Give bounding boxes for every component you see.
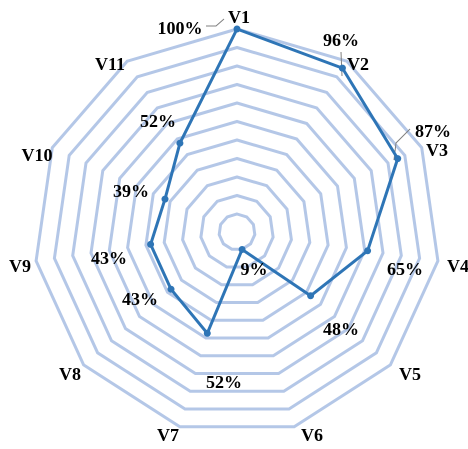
- data-point-v3: [394, 155, 402, 163]
- grid-ring-10: [199, 193, 275, 269]
- grid-ring-9: [181, 175, 293, 287]
- data-label-v2: 96%: [323, 30, 359, 50]
- data-label-v6: 9%: [241, 259, 268, 279]
- data-point-v2: [338, 64, 346, 72]
- data-point-v4: [364, 247, 372, 255]
- axis-label-v5: V5: [399, 364, 421, 384]
- data-label-v11: 52%: [140, 111, 176, 131]
- grid-ring-11: [217, 212, 257, 251]
- data-label-v4: 65%: [387, 259, 423, 279]
- data-label-v1: 100%: [158, 18, 203, 38]
- data-label-v5: 48%: [323, 319, 359, 339]
- data-point-v7: [203, 329, 211, 337]
- radar-grid: [34, 27, 440, 429]
- grid-ring-2: [52, 45, 422, 411]
- series-line: [149, 27, 400, 335]
- data-point-v8: [167, 285, 175, 293]
- grid-ring-5: [107, 101, 367, 358]
- data-point-v6: [238, 246, 246, 253]
- grid-ring-3: [71, 64, 403, 393]
- grid-ring-6: [126, 119, 348, 340]
- data-point-v10: [161, 195, 169, 203]
- axis-label-v4: V4: [447, 256, 468, 276]
- data-point-v1: [233, 25, 241, 33]
- data-label-v3: 87%: [415, 121, 451, 141]
- axis-label-v11: V11: [95, 54, 125, 74]
- leader-line-v2: [340, 51, 343, 77]
- axis-label-v1: V1: [228, 7, 250, 27]
- grid-ring-4: [89, 82, 385, 375]
- data-series: [147, 25, 402, 337]
- grid-ring-7: [144, 138, 330, 322]
- data-point-v5: [307, 292, 315, 300]
- grid-ring-1: [34, 27, 440, 429]
- data-labels: 100% 96% 87% 65% 48% 9% 52% 43% 43% 39% 52%: [91, 18, 451, 392]
- data-point-v11: [176, 139, 184, 147]
- axis-label-v7: V7: [157, 425, 179, 445]
- axis-label-v10: V10: [22, 145, 53, 165]
- data-label-v7: 52%: [206, 372, 242, 392]
- grid-ring-8: [162, 156, 312, 304]
- data-point-v9: [147, 240, 155, 248]
- data-label-v9: 43%: [91, 248, 127, 268]
- axis-labels: V1 V2 V3 V4 V5 V6 V7 V8 V9 V10 V11: [9, 7, 468, 445]
- axis-label-v3: V3: [426, 140, 448, 160]
- leader-line-v1: [206, 18, 225, 27]
- axis-label-v2: V2: [347, 54, 369, 74]
- data-label-v10: 39%: [113, 181, 149, 201]
- data-label-v8: 43%: [122, 289, 158, 309]
- axis-label-v9: V9: [9, 256, 31, 276]
- axis-label-v8: V8: [59, 364, 81, 384]
- axis-label-v6: V6: [301, 425, 323, 445]
